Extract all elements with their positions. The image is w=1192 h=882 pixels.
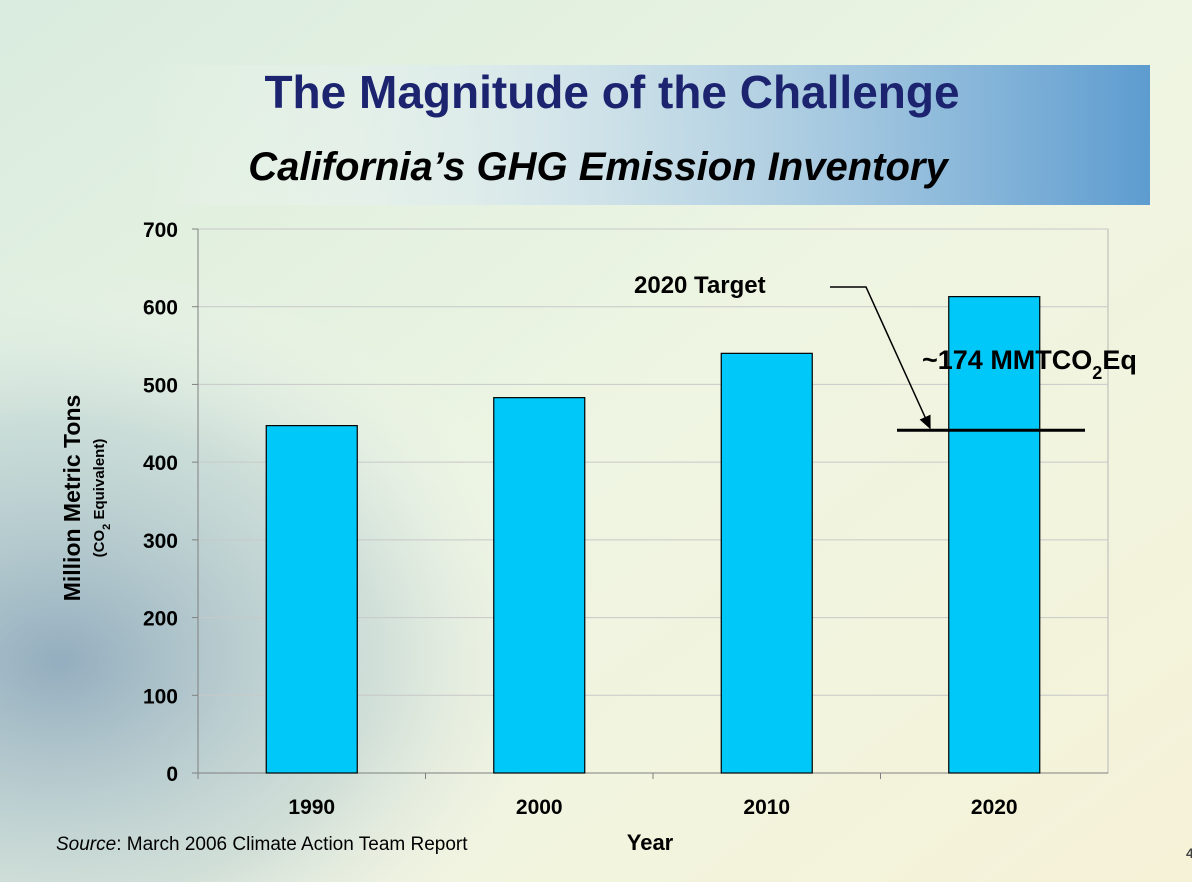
page-number: 4 <box>1186 845 1192 861</box>
y-tick-label: 500 <box>143 374 178 397</box>
y-axis-note-text: Equivalent) <box>91 439 108 524</box>
x-axis-label: Year <box>627 830 674 855</box>
source-label: Source <box>56 834 116 855</box>
y-tick-label: 200 <box>143 608 178 631</box>
bar <box>494 398 585 773</box>
page: The Magnitude of the Challenge Californi… <box>0 0 1192 882</box>
y-tick-label: 0 <box>166 763 178 786</box>
y-tick-label: 700 <box>143 219 178 242</box>
bar <box>266 426 357 773</box>
y-tick-label: 600 <box>143 297 178 320</box>
slide: The Magnitude of the Challenge Californi… <box>0 0 1192 882</box>
gap-label-text: ~174 MMTCO <box>922 345 1092 375</box>
target-label: 2020 Target <box>634 272 766 299</box>
gap-label-sub: 2 <box>1092 363 1102 383</box>
x-tick-label: 2020 <box>971 796 1018 819</box>
y-tick-label: 300 <box>143 530 178 553</box>
gap-label-text: Eq <box>1102 345 1137 375</box>
bar <box>721 353 812 773</box>
x-tick-label: 1990 <box>288 796 335 819</box>
title: The Magnitude of the Challenge <box>264 66 959 118</box>
source-text: : March 2006 Climate Action Team Report <box>116 834 468 855</box>
source: Source: March 2006 Climate Action Team R… <box>56 834 468 855</box>
y-tick-label: 100 <box>143 685 178 708</box>
x-tick-label: 2010 <box>743 796 790 819</box>
y-axis-label: Million Metric Tons <box>59 395 85 602</box>
x-tick-label: 2000 <box>516 796 563 819</box>
y-axis-note-text: (CO <box>91 529 108 557</box>
y-tick-label: 400 <box>143 452 178 475</box>
subtitle: California’s GHG Emission Inventory <box>248 145 949 189</box>
